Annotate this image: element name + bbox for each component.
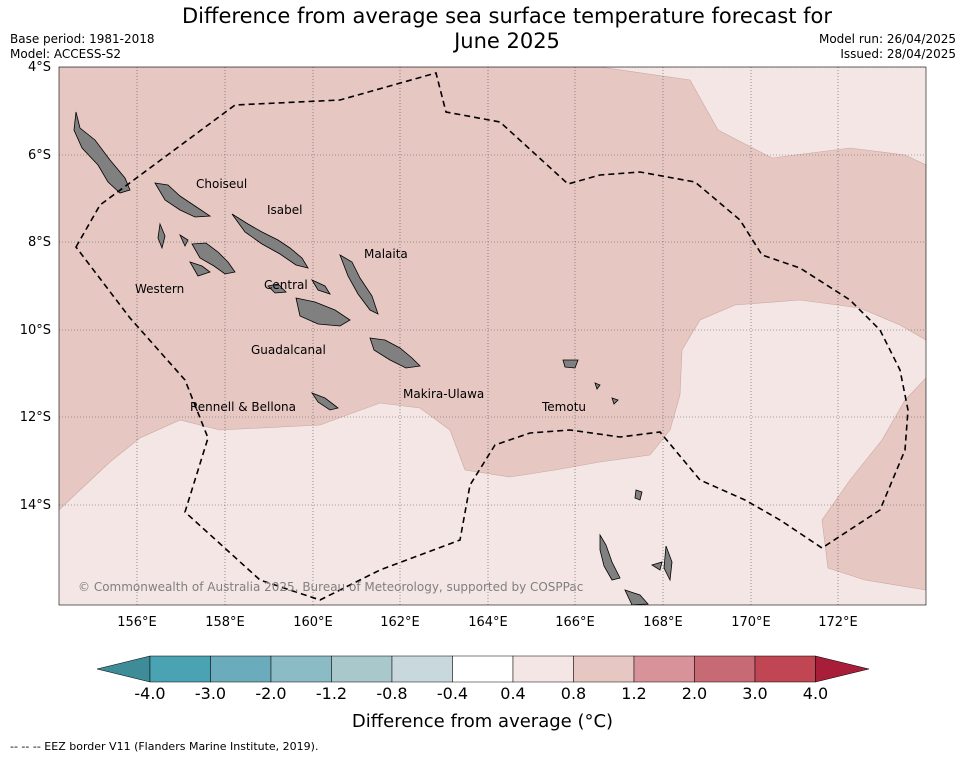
lat-label-6s: 6°S [27, 148, 51, 163]
colorbar-tick-label: -4.0 [134, 684, 166, 703]
chart-title: Difference from average sea surface temp… [0, 4, 965, 54]
colorbar-segment [754, 655, 816, 683]
issued-date: Issued: 28/04/2025 [840, 47, 956, 61]
lat-label-10s: 10°S [19, 323, 51, 338]
eez-footnote: -- -- -- EEZ border V11 (Flanders Marine… [10, 740, 319, 753]
colorbar-label: Difference from average (°C) [351, 711, 614, 732]
lat-label-14s: 14°S [19, 498, 51, 513]
lat-label-8s: 8°S [27, 235, 51, 250]
graticule [59, 67, 926, 605]
base-period: Base period: 1981-2018 [10, 32, 155, 46]
colorbar-extend-low [96, 655, 151, 683]
lon-label-166e: 166°E [555, 615, 595, 630]
colorbar-tick-label: -1.2 [315, 684, 348, 703]
province-label-central: Central [264, 278, 308, 292]
lon-label-170e: 170°E [731, 615, 771, 630]
colorbar-tick-label: 1.2 [621, 684, 647, 703]
copyright-notice: © Commonwealth of Australia 2025, Bureau… [78, 580, 584, 594]
colorbar-tick-label: 4.0 [802, 684, 829, 703]
colorbar-tick-label: -3.0 [194, 684, 227, 703]
colorbar-segment [210, 655, 272, 683]
model-name: Model: ACCESS-S2 [10, 47, 122, 61]
province-label-makira-ulawa: Makira-Ulawa [403, 387, 485, 401]
land [73, 111, 673, 605]
colorbar-extend-high [815, 655, 870, 683]
lat-label-4s: 4°S [27, 60, 51, 75]
colorbar-segment [633, 655, 695, 683]
province-label-temotu: Temotu [542, 400, 587, 414]
colorbar-tick-label: 2.0 [681, 684, 708, 703]
chart-title-line1: Difference from average sea surface temp… [182, 4, 832, 28]
lon-label-162e: 162°E [380, 615, 420, 630]
colorbar-segment [391, 655, 453, 683]
province-label-malaita: Malaita [364, 247, 408, 261]
colorbar-segment [512, 655, 574, 683]
map-frame [58, 66, 927, 606]
province-label-guadalcanal: Guadalcanal [251, 343, 326, 357]
anomaly-band-0-8-southeast [821, 377, 926, 591]
colorbar-tick-label: 0.4 [500, 684, 526, 703]
colorbar-tick-label: -0.4 [436, 684, 469, 703]
lon-label-156e: 156°E [117, 615, 157, 630]
run-info: Model run: 26/04/2025 Issued: 28/04/2025 [819, 32, 956, 62]
province-label-rennell-bellona: Rennell & Bellona [190, 400, 297, 414]
lat-label-12s: 12°S [19, 410, 51, 425]
colorbar-tick-label: 3.0 [742, 684, 768, 703]
lon-label-158e: 158°E [205, 615, 245, 630]
lon-label-160e: 160°E [293, 615, 333, 630]
chart-title-line2: June 2025 [454, 29, 560, 53]
colorbar-tick-label: 0.8 [560, 684, 587, 703]
colorbar-tick-label: -2.0 [255, 684, 287, 703]
province-label-choiseul: Choiseul [196, 177, 248, 191]
province-label-western: Western [135, 282, 185, 296]
lon-label-164e: 164°E [468, 615, 508, 630]
colorbar-segment [573, 655, 635, 683]
lon-label-168e: 168°E [643, 615, 683, 630]
colorbar-segment [270, 655, 332, 683]
colorbar-tick-label: -0.8 [376, 684, 408, 703]
province-label-isabel: Isabel [267, 203, 303, 217]
lon-label-172e: 172°E [818, 615, 858, 630]
model-run: Model run: 26/04/2025 [818, 32, 956, 46]
model-info: Base period: 1981-2018 Model: ACCESS-S2 [10, 32, 155, 62]
colorbar-segment [331, 655, 393, 683]
colorbar-segment [694, 655, 756, 683]
colorbar-segment [149, 655, 211, 683]
colorbar-segment [452, 655, 514, 683]
anomaly-band-0-8 [59, 67, 926, 511]
eez-border [75, 72, 909, 601]
